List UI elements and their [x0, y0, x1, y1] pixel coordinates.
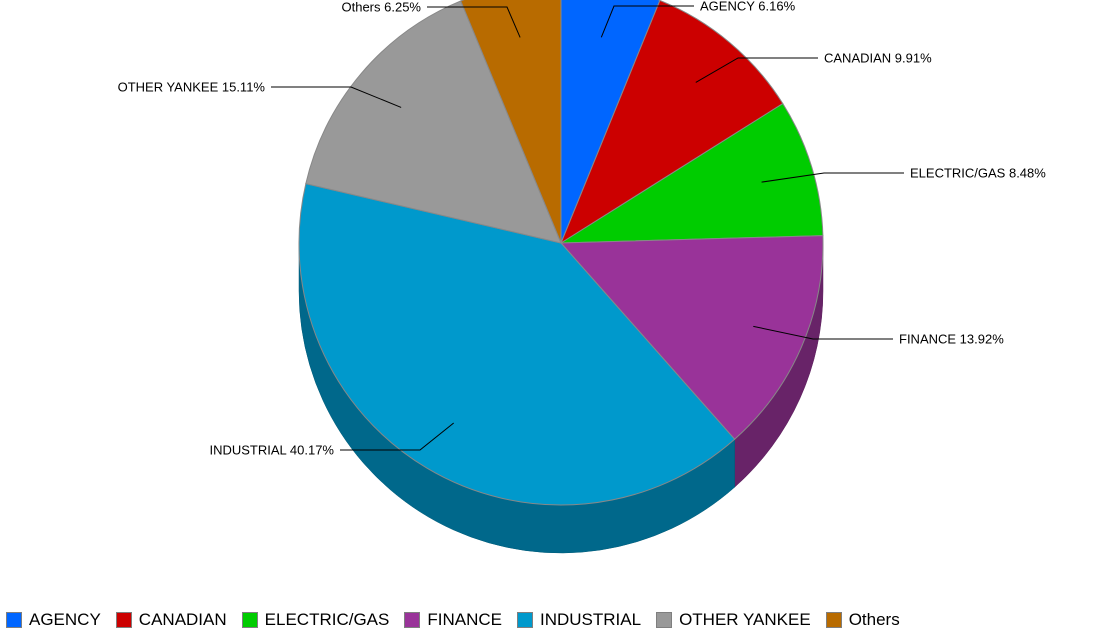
legend-label-industrial: INDUSTRIAL	[539, 610, 642, 629]
leader-line-electric-gas	[761, 172, 904, 183]
legend-label-agency: AGENCY	[29, 610, 101, 629]
leader-line-industrial	[340, 422, 454, 451]
leader-line-finance	[753, 325, 893, 340]
slice-industrial[interactable]	[298, 182, 736, 506]
pie-chart: AGENCY 6.16% CANADIAN 9.91% ELECTRIC/GAS 8…	[118, 0, 1047, 554]
legend-swatch-other-yankee	[656, 612, 673, 628]
slice-canadian[interactable]	[559, 0, 784, 245]
leader-line-canadian	[695, 57, 818, 83]
slice-label-canadian: CANADIAN 9.91%	[824, 51, 932, 66]
slice-label-finance: FINANCE 13.92%	[899, 332, 1004, 347]
slice-finance[interactable]	[559, 235, 824, 440]
legend-swatch-industrial	[516, 612, 533, 628]
leader-line-agency	[600, 5, 694, 38]
legend-swatch-others	[825, 612, 842, 628]
pie-slices	[298, 0, 824, 506]
legend-item-industrial: INDUSTRIAL	[516, 610, 642, 630]
slice-label-agency: AGENCY 6.16%	[700, 0, 796, 14]
slice-label-others: Others 6.25%	[342, 0, 422, 15]
slice-label-electric-gas: ELECTRIC/GAS 8.48%	[910, 166, 1046, 181]
leader-line-others	[427, 6, 521, 38]
legend-item-agency: AGENCY	[6, 610, 101, 630]
slice-label-industrial: INDUSTRIAL 40.17%	[209, 443, 334, 458]
slice-electric-gas[interactable]	[559, 102, 824, 244]
slice-label-other-yankee: OTHER YANKEE 15.11%	[118, 80, 266, 95]
legend-label-other-yankee: OTHER YANKEE	[679, 610, 811, 629]
legend-item-others: Others	[825, 610, 900, 630]
legend-swatch-agency	[6, 612, 22, 628]
legend-label-others: Others	[848, 610, 900, 629]
slice-other-yankee[interactable]	[305, 0, 562, 244]
legend-swatch-canadian	[115, 612, 132, 628]
chart-legend: AGENCY CANADIAN ELECTRIC/GAS FINANCE INDUSTR…	[6, 607, 900, 633]
slice-labels: AGENCY 6.16% CANADIAN 9.91% ELECTRIC/GAS 8…	[118, 0, 1047, 458]
legend-label-finance: FINANCE	[427, 610, 502, 629]
legend-item-finance: FINANCE	[404, 610, 502, 630]
leader-line-other-yankee	[271, 86, 402, 108]
legend-label-electric-gas: ELECTRIC/GAS	[264, 610, 390, 629]
legend-label-canadian: CANADIAN	[138, 610, 227, 629]
legend-item-canadian: CANADIAN	[115, 610, 227, 630]
legend-swatch-finance	[404, 612, 421, 628]
legend-item-other-yankee: OTHER YANKEE	[656, 610, 811, 630]
legend-item-electric-gas: ELECTRIC/GAS	[241, 610, 390, 630]
legend-swatch-electric-gas	[241, 612, 258, 628]
slice-others[interactable]	[460, 0, 562, 244]
